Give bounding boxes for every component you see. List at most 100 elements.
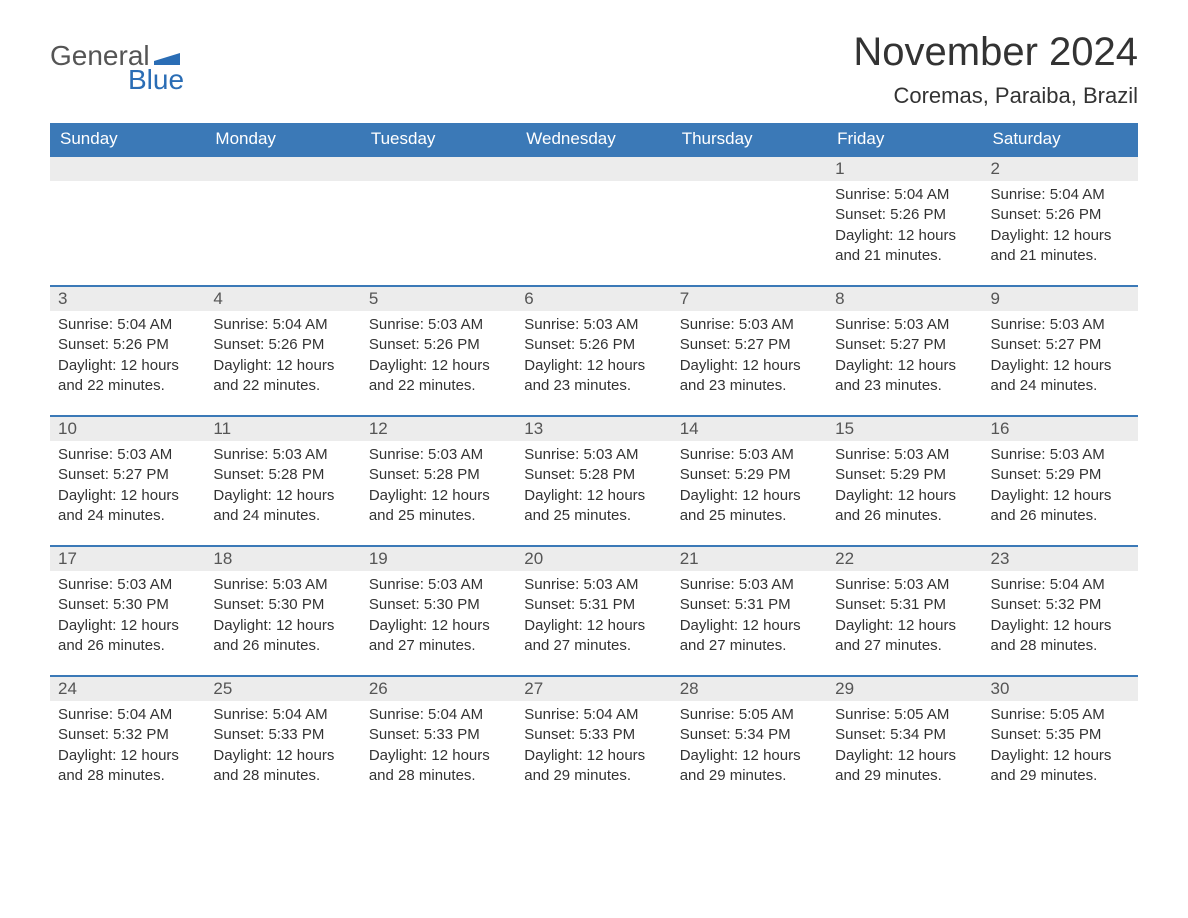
day-number — [205, 157, 360, 181]
day-body: Sunrise: 5:04 AMSunset: 5:26 PMDaylight:… — [205, 315, 360, 396]
daylight-text: Daylight: 12 hours and 28 minutes. — [58, 746, 197, 787]
day-number — [672, 157, 827, 181]
sunrise-text: Sunrise: 5:03 AM — [524, 315, 663, 335]
day-cell: 24Sunrise: 5:04 AMSunset: 5:32 PMDayligh… — [50, 677, 205, 805]
day-body: Sunrise: 5:03 AMSunset: 5:30 PMDaylight:… — [205, 575, 360, 656]
sunrise-text: Sunrise: 5:03 AM — [58, 575, 197, 595]
logo-text-blue: Blue — [128, 64, 184, 96]
day-number: 9 — [983, 287, 1138, 311]
day-cell: 19Sunrise: 5:03 AMSunset: 5:30 PMDayligh… — [361, 547, 516, 675]
day-cell: 8Sunrise: 5:03 AMSunset: 5:27 PMDaylight… — [827, 287, 982, 415]
sunset-text: Sunset: 5:31 PM — [680, 595, 819, 615]
day-number: 2 — [983, 157, 1138, 181]
daylight-text: Daylight: 12 hours and 22 minutes. — [58, 356, 197, 397]
day-body: Sunrise: 5:03 AMSunset: 5:28 PMDaylight:… — [205, 445, 360, 526]
sunset-text: Sunset: 5:26 PM — [58, 335, 197, 355]
day-body: Sunrise: 5:03 AMSunset: 5:28 PMDaylight:… — [516, 445, 671, 526]
daylight-text: Daylight: 12 hours and 29 minutes. — [835, 746, 974, 787]
day-body: Sunrise: 5:04 AMSunset: 5:33 PMDaylight:… — [361, 705, 516, 786]
sunrise-text: Sunrise: 5:04 AM — [213, 315, 352, 335]
sunrise-text: Sunrise: 5:04 AM — [369, 705, 508, 725]
sunrise-text: Sunrise: 5:03 AM — [369, 315, 508, 335]
day-cell: 9Sunrise: 5:03 AMSunset: 5:27 PMDaylight… — [983, 287, 1138, 415]
title-block: November 2024 Coremas, Paraiba, Brazil — [853, 30, 1138, 109]
sunset-text: Sunset: 5:28 PM — [524, 465, 663, 485]
daylight-text: Daylight: 12 hours and 25 minutes. — [524, 486, 663, 527]
sunrise-text: Sunrise: 5:03 AM — [213, 445, 352, 465]
weekday-header-cell: Thursday — [672, 123, 827, 155]
sunset-text: Sunset: 5:33 PM — [524, 725, 663, 745]
sunset-text: Sunset: 5:35 PM — [991, 725, 1130, 745]
day-body: Sunrise: 5:03 AMSunset: 5:30 PMDaylight:… — [50, 575, 205, 656]
day-body: Sunrise: 5:04 AMSunset: 5:32 PMDaylight:… — [50, 705, 205, 786]
day-cell: 13Sunrise: 5:03 AMSunset: 5:28 PMDayligh… — [516, 417, 671, 545]
sunset-text: Sunset: 5:26 PM — [369, 335, 508, 355]
daylight-text: Daylight: 12 hours and 27 minutes. — [680, 616, 819, 657]
day-body: Sunrise: 5:03 AMSunset: 5:27 PMDaylight:… — [672, 315, 827, 396]
weekday-header-cell: Monday — [205, 123, 360, 155]
daylight-text: Daylight: 12 hours and 21 minutes. — [991, 226, 1130, 267]
week-row: 17Sunrise: 5:03 AMSunset: 5:30 PMDayligh… — [50, 545, 1138, 675]
sunset-text: Sunset: 5:30 PM — [213, 595, 352, 615]
weekday-header-cell: Saturday — [983, 123, 1138, 155]
sunset-text: Sunset: 5:29 PM — [991, 465, 1130, 485]
week-row: 24Sunrise: 5:04 AMSunset: 5:32 PMDayligh… — [50, 675, 1138, 805]
day-body: Sunrise: 5:04 AMSunset: 5:26 PMDaylight:… — [827, 185, 982, 266]
daylight-text: Daylight: 12 hours and 22 minutes. — [213, 356, 352, 397]
sunrise-text: Sunrise: 5:05 AM — [680, 705, 819, 725]
sunset-text: Sunset: 5:26 PM — [213, 335, 352, 355]
sunrise-text: Sunrise: 5:04 AM — [213, 705, 352, 725]
day-number: 25 — [205, 677, 360, 701]
day-cell: 2Sunrise: 5:04 AMSunset: 5:26 PMDaylight… — [983, 157, 1138, 285]
sunrise-text: Sunrise: 5:04 AM — [991, 575, 1130, 595]
day-cell: 5Sunrise: 5:03 AMSunset: 5:26 PMDaylight… — [361, 287, 516, 415]
day-body: Sunrise: 5:04 AMSunset: 5:32 PMDaylight:… — [983, 575, 1138, 656]
day-cell: 15Sunrise: 5:03 AMSunset: 5:29 PMDayligh… — [827, 417, 982, 545]
daylight-text: Daylight: 12 hours and 25 minutes. — [680, 486, 819, 527]
sunrise-text: Sunrise: 5:03 AM — [58, 445, 197, 465]
week-row: 3Sunrise: 5:04 AMSunset: 5:26 PMDaylight… — [50, 285, 1138, 415]
sunrise-text: Sunrise: 5:03 AM — [835, 445, 974, 465]
sunset-text: Sunset: 5:34 PM — [680, 725, 819, 745]
sunset-text: Sunset: 5:27 PM — [835, 335, 974, 355]
sunset-text: Sunset: 5:31 PM — [524, 595, 663, 615]
day-cell: 16Sunrise: 5:03 AMSunset: 5:29 PMDayligh… — [983, 417, 1138, 545]
daylight-text: Daylight: 12 hours and 25 minutes. — [369, 486, 508, 527]
day-cell — [516, 157, 671, 285]
day-number: 27 — [516, 677, 671, 701]
day-number — [361, 157, 516, 181]
day-body: Sunrise: 5:03 AMSunset: 5:31 PMDaylight:… — [672, 575, 827, 656]
sunset-text: Sunset: 5:29 PM — [835, 465, 974, 485]
sunset-text: Sunset: 5:33 PM — [369, 725, 508, 745]
day-cell: 6Sunrise: 5:03 AMSunset: 5:26 PMDaylight… — [516, 287, 671, 415]
day-body: Sunrise: 5:03 AMSunset: 5:29 PMDaylight:… — [827, 445, 982, 526]
day-number: 20 — [516, 547, 671, 571]
sunrise-text: Sunrise: 5:05 AM — [991, 705, 1130, 725]
daylight-text: Daylight: 12 hours and 29 minutes. — [524, 746, 663, 787]
daylight-text: Daylight: 12 hours and 27 minutes. — [835, 616, 974, 657]
sunset-text: Sunset: 5:27 PM — [680, 335, 819, 355]
day-cell: 18Sunrise: 5:03 AMSunset: 5:30 PMDayligh… — [205, 547, 360, 675]
sunset-text: Sunset: 5:34 PM — [835, 725, 974, 745]
weekday-header-cell: Tuesday — [361, 123, 516, 155]
sunrise-text: Sunrise: 5:04 AM — [835, 185, 974, 205]
daylight-text: Daylight: 12 hours and 27 minutes. — [524, 616, 663, 657]
logo: General Blue — [50, 40, 184, 96]
daylight-text: Daylight: 12 hours and 26 minutes. — [835, 486, 974, 527]
sunset-text: Sunset: 5:28 PM — [369, 465, 508, 485]
day-cell — [205, 157, 360, 285]
sunrise-text: Sunrise: 5:03 AM — [835, 575, 974, 595]
day-body: Sunrise: 5:03 AMSunset: 5:31 PMDaylight:… — [827, 575, 982, 656]
day-body: Sunrise: 5:04 AMSunset: 5:33 PMDaylight:… — [205, 705, 360, 786]
day-cell: 21Sunrise: 5:03 AMSunset: 5:31 PMDayligh… — [672, 547, 827, 675]
sunset-text: Sunset: 5:30 PM — [369, 595, 508, 615]
day-body: Sunrise: 5:03 AMSunset: 5:29 PMDaylight:… — [983, 445, 1138, 526]
calendar-grid: SundayMondayTuesdayWednesdayThursdayFrid… — [50, 123, 1138, 805]
sunrise-text: Sunrise: 5:03 AM — [213, 575, 352, 595]
weekday-header-cell: Friday — [827, 123, 982, 155]
sunset-text: Sunset: 5:30 PM — [58, 595, 197, 615]
sunset-text: Sunset: 5:26 PM — [835, 205, 974, 225]
day-cell: 12Sunrise: 5:03 AMSunset: 5:28 PMDayligh… — [361, 417, 516, 545]
sunrise-text: Sunrise: 5:04 AM — [58, 315, 197, 335]
daylight-text: Daylight: 12 hours and 23 minutes. — [524, 356, 663, 397]
